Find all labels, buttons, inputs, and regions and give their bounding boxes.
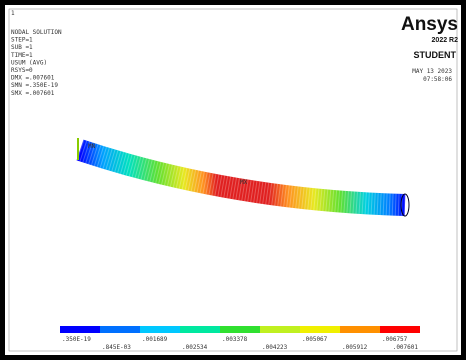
color-swatch (340, 326, 380, 333)
time: 07:58:06 (423, 76, 452, 83)
date: MAY 13 2023 (412, 68, 452, 75)
info-line: DMX =.007601 (11, 75, 55, 82)
legend-label: .003378 (222, 336, 248, 343)
color-swatch (300, 326, 340, 333)
info-line: SMX =.007601 (11, 90, 55, 97)
legend-label: .845E-03 (102, 344, 131, 351)
color-swatch (140, 326, 180, 333)
legend-label: .004223 (262, 344, 288, 351)
brand-edition: STUDENT (414, 50, 457, 60)
max-marker: MX (240, 179, 248, 186)
brand-version: 2022 R2 (432, 37, 459, 44)
legend-label: .005067 (302, 336, 328, 343)
ansys-window: 1 NODAL SOLUTIONSTEP=1SUB =1TIME=1USUM (… (0, 0, 466, 360)
info-line: RSYS=0 (11, 67, 33, 74)
min-marker: MN (88, 143, 96, 150)
brand-name: Ansys (401, 14, 458, 35)
page: 1 NODAL SOLUTIONSTEP=1SUB =1TIME=1USUM (… (0, 0, 466, 360)
color-swatch (380, 326, 420, 333)
info-line: SMN =.350E-19 (11, 82, 58, 89)
info-line: STEP=1 (11, 37, 33, 44)
window-number: 1 (11, 10, 15, 17)
info-line: SUB =1 (11, 44, 33, 51)
color-swatch (260, 326, 300, 333)
info-line: TIME=1 (11, 52, 33, 59)
legend-label: .007601 (393, 344, 419, 351)
color-swatch (60, 326, 100, 333)
legend-label: .350E-19 (62, 336, 91, 343)
info-line: USUM (AVG) (11, 59, 47, 66)
legend-label: .005912 (342, 344, 368, 351)
color-swatch (180, 326, 220, 333)
legend-label: .006757 (382, 336, 408, 343)
info-line: NODAL SOLUTION (11, 29, 62, 36)
color-swatch (100, 326, 140, 333)
legend-label: .002534 (182, 344, 208, 351)
legend-label: .001689 (142, 336, 168, 343)
color-swatch (220, 326, 260, 333)
